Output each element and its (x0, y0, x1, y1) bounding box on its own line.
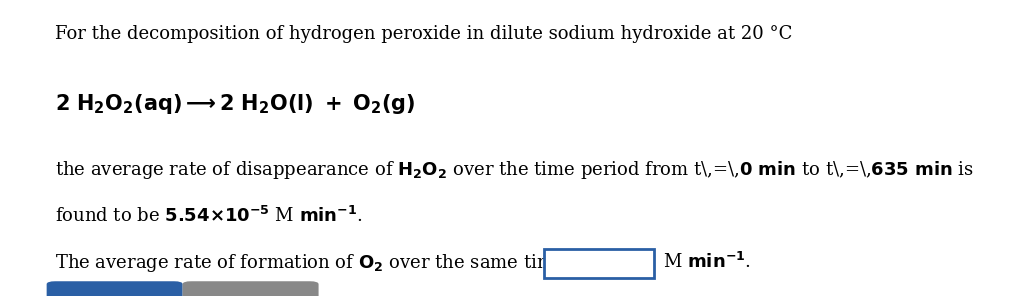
Text: found to be $\mathbf{5.54{\times}10^{-5}}$ M $\mathbf{min^{-1}}$.: found to be $\mathbf{5.54{\times}10^{-5}… (56, 206, 363, 226)
FancyBboxPatch shape (46, 281, 183, 300)
Text: $\mathbf{2\ H_2O_2(aq){\longrightarrow}2\ H_2O(l)\ +\ O_2(g)}$: $\mathbf{2\ H_2O_2(aq){\longrightarrow}2… (56, 92, 415, 116)
Text: M $\mathbf{min^{-1}}$.: M $\mathbf{min^{-1}}$. (663, 252, 750, 272)
Text: the average rate of disappearance of $\mathbf{H_2O_2}$ over the time period from: the average rate of disappearance of $\m… (56, 159, 974, 181)
Text: The average rate of formation of $\mathbf{O_2}$ over the same time period is: The average rate of formation of $\mathb… (56, 252, 651, 274)
Text: For the decomposition of hydrogen peroxide in dilute sodium hydroxide at 20 °C: For the decomposition of hydrogen peroxi… (56, 25, 793, 43)
FancyBboxPatch shape (544, 249, 654, 278)
FancyBboxPatch shape (183, 281, 319, 300)
